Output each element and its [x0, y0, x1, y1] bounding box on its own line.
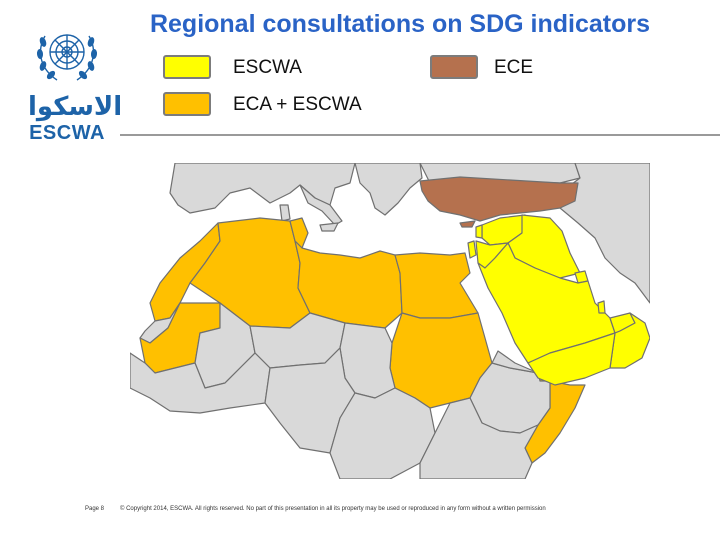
map-yemen	[527, 332, 616, 386]
map-west-africa	[130, 352, 271, 414]
map-sicily	[319, 222, 339, 232]
map-lebanon	[475, 224, 483, 239]
legend-swatch-escwa	[163, 55, 211, 79]
map-eritrea	[491, 350, 539, 374]
map-cyprus	[459, 220, 476, 228]
logo-english-text: ESCWA	[29, 122, 105, 144]
map-saudi-arabia	[477, 242, 616, 364]
map-europe	[169, 163, 356, 214]
map-palestine	[467, 240, 477, 259]
copyright-text: © Copyright 2014, ESCWA. All rights rese…	[120, 506, 546, 512]
legend-swatch-eca-escwa	[163, 92, 211, 116]
page-number: Page 8	[85, 506, 105, 512]
header-divider	[120, 134, 720, 136]
map-qatar	[597, 300, 606, 314]
map-turkey	[419, 176, 579, 222]
region-map	[130, 163, 650, 479]
map-kenya-east	[419, 397, 539, 479]
page-title: Regional consultations on SDG indicators	[149, 10, 651, 38]
map-balkans-greece	[354, 163, 423, 216]
legend-label-escwa: ESCWA	[233, 57, 302, 78]
logo-arabic-text: الاسكوا	[28, 92, 123, 122]
map-tunisia	[289, 217, 309, 249]
map-sardinia	[279, 204, 291, 222]
map-egypt	[394, 252, 479, 319]
legend-label-ece: ECE	[494, 57, 534, 78]
un-emblem-icon	[36, 34, 98, 81]
map-oman	[609, 312, 650, 369]
legend-swatch-ece	[430, 55, 478, 79]
legend-label-eca-escwa: ECA + ESCWA	[233, 94, 362, 115]
